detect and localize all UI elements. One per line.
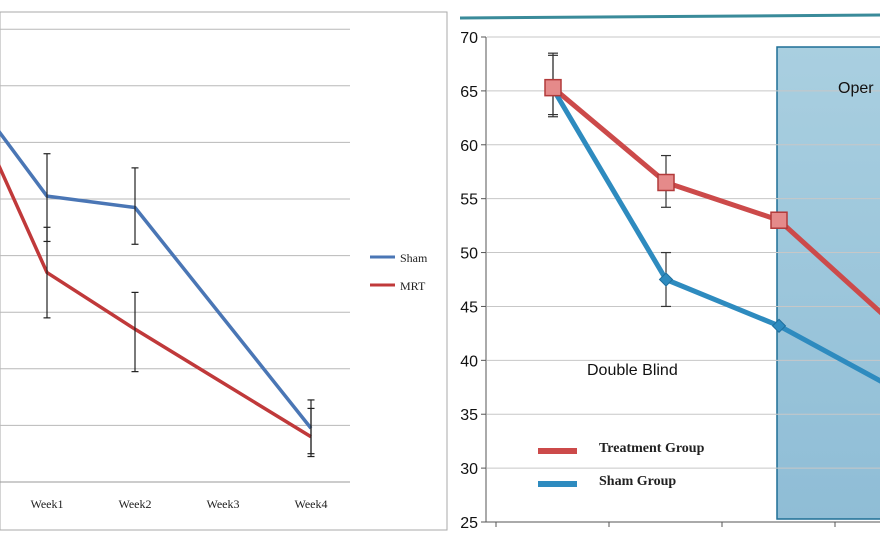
y-tick-label: 70	[460, 30, 478, 47]
marker-sham-diamond	[771, 318, 787, 334]
marker-sham-diamond	[658, 272, 674, 287]
y-tick-label: 40	[460, 353, 478, 370]
left-chart-frame	[0, 11, 448, 531]
x-tick-label: Week3	[206, 497, 239, 511]
left-x-tick-labels: Week1 Week2 Week3 Week4	[30, 497, 327, 511]
legend-label-sham-group: Sham Group	[599, 474, 676, 489]
right-x-tick-marks	[495, 522, 836, 527]
right-legend: Treatment Group Sham Group	[538, 441, 705, 489]
y-tick-label: 55	[460, 192, 478, 209]
legend-label-sham: Sham	[400, 251, 428, 265]
series-line-sham	[550, 87, 880, 384]
series-line-treatment	[551, 85, 880, 316]
y-tick-label: 25	[460, 515, 478, 532]
right-y-tick-labels: 70 65 60 55 50 45 40 35 30 25	[460, 30, 486, 532]
y-tick-label: 50	[460, 246, 478, 263]
left-series	[0, 130, 313, 439]
annotation-double-blind: Double Blind	[587, 362, 678, 379]
right-chart: 70 65 60 55 50 45 40 35 30 25 Double Blind Oper T…	[459, 13, 880, 532]
x-tick-label: Week2	[118, 497, 151, 511]
right-series	[550, 85, 880, 384]
marker-treatment-square	[657, 173, 675, 192]
right-top-border	[459, 13, 880, 20]
y-tick-label: 35	[460, 407, 478, 424]
left-error-bars	[43, 153, 315, 458]
y-tick-label: 30	[460, 461, 478, 478]
y-tick-label: 45	[460, 299, 478, 316]
right-markers	[544, 78, 788, 334]
y-tick-label: 65	[460, 84, 478, 101]
left-legend: Sham MRT	[370, 251, 428, 293]
marker-treatment-square	[544, 78, 562, 97]
y-tick-label: 60	[460, 138, 478, 155]
legend-label-treatment: Treatment Group	[599, 441, 705, 456]
open-label-region	[776, 46, 880, 520]
annotation-open-label: Oper	[838, 80, 874, 97]
series-line-sham	[0, 130, 313, 430]
x-tick-label: Week4	[294, 497, 327, 511]
x-tick-label: Week1	[30, 497, 63, 511]
series-line-mrt	[0, 164, 312, 439]
legend-label-mrt: MRT	[400, 279, 426, 293]
marker-treatment-square	[770, 211, 788, 229]
left-chart: Week1 Week2 Week3 Week4 Sham MRT	[0, 11, 448, 531]
